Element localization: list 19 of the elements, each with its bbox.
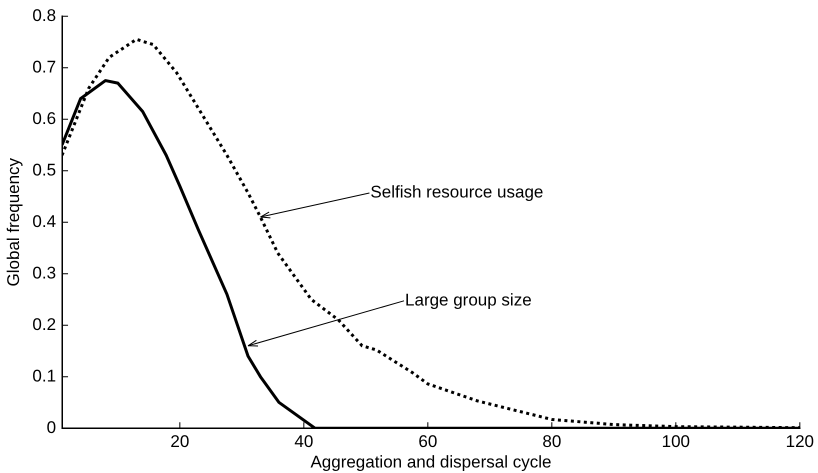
y-tick-label: 0.4 <box>32 212 56 231</box>
x-tick-label: 100 <box>662 432 690 452</box>
x-tick-label: 80 <box>542 432 562 452</box>
y-tick-label: 0 <box>46 418 56 437</box>
y-tick-label: 0.2 <box>32 314 56 334</box>
y-tick-label: 0.7 <box>32 57 56 76</box>
y-tick-label: 0.1 <box>32 366 56 386</box>
x-tick-label: 60 <box>418 432 438 452</box>
x-tick-label: 120 <box>786 432 814 452</box>
x-tick-label: 40 <box>294 432 314 452</box>
y-tick-label: 0.3 <box>32 263 56 282</box>
x-tick-label: 20 <box>170 432 190 452</box>
y-axis-title: Global frequency <box>4 157 23 286</box>
annotation: Selfish resource usage <box>370 182 544 202</box>
y-tick-label: 0.5 <box>32 160 56 180</box>
x-axis-title: Aggregation and dispersal cycle <box>310 452 552 472</box>
y-tick-label: 0.6 <box>32 108 56 128</box>
annotation: Large group size <box>405 290 532 310</box>
y-tick-label: 0.8 <box>32 6 56 25</box>
